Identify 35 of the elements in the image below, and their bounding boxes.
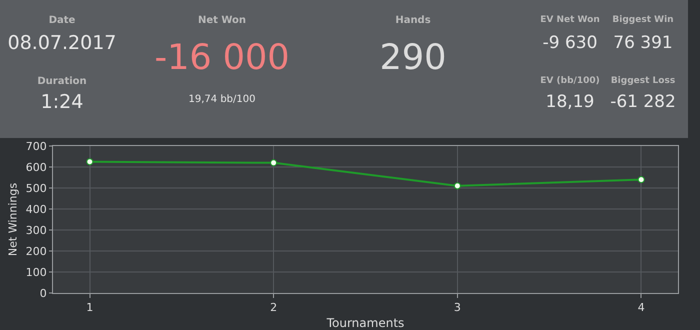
- text: EV (bb/100): [540, 76, 600, 86]
- y-axis-title: Net Winnings: [6, 182, 20, 256]
- x-tick-label: 1: [86, 301, 94, 314]
- text: Biggest Loss: [610, 76, 676, 86]
- text: 290: [380, 38, 446, 78]
- point: [454, 182, 461, 190]
- y-tick-label: 300: [26, 224, 47, 237]
- y-tick-label: 100: [26, 266, 47, 279]
- x-tick-label: 2: [270, 301, 278, 314]
- y-tick-label: 700: [26, 140, 47, 153]
- text: 18,19: [546, 92, 594, 112]
- text: -16 000: [154, 38, 290, 78]
- text: -9 630: [542, 33, 598, 53]
- text: EV Net Won: [540, 15, 600, 25]
- x-tick-label: 4: [638, 301, 645, 314]
- text: 1:24: [40, 91, 84, 113]
- point: [86, 158, 94, 166]
- x-axis-title: Tournaments: [326, 316, 404, 330]
- y-tick-label: 500: [26, 182, 47, 195]
- text: 08.07.2017: [8, 32, 116, 54]
- text: Biggest Win: [612, 15, 674, 25]
- text: 76 391: [613, 33, 673, 53]
- text: Hands: [395, 15, 431, 26]
- text: 19,74 bb/100: [188, 94, 256, 105]
- point: [638, 176, 645, 184]
- point: [270, 159, 278, 166]
- x-tick-label: 3: [454, 301, 461, 314]
- text: -61 282: [610, 92, 676, 112]
- text: Duration: [37, 76, 87, 87]
- text: Date: [48, 15, 76, 26]
- y-tick-label: 0: [40, 286, 47, 300]
- text: Net Won: [198, 15, 246, 26]
- y-tick-label: 400: [26, 202, 47, 216]
- y-tick-label: 200: [26, 244, 47, 258]
- y-tick-label: 600: [26, 160, 47, 174]
